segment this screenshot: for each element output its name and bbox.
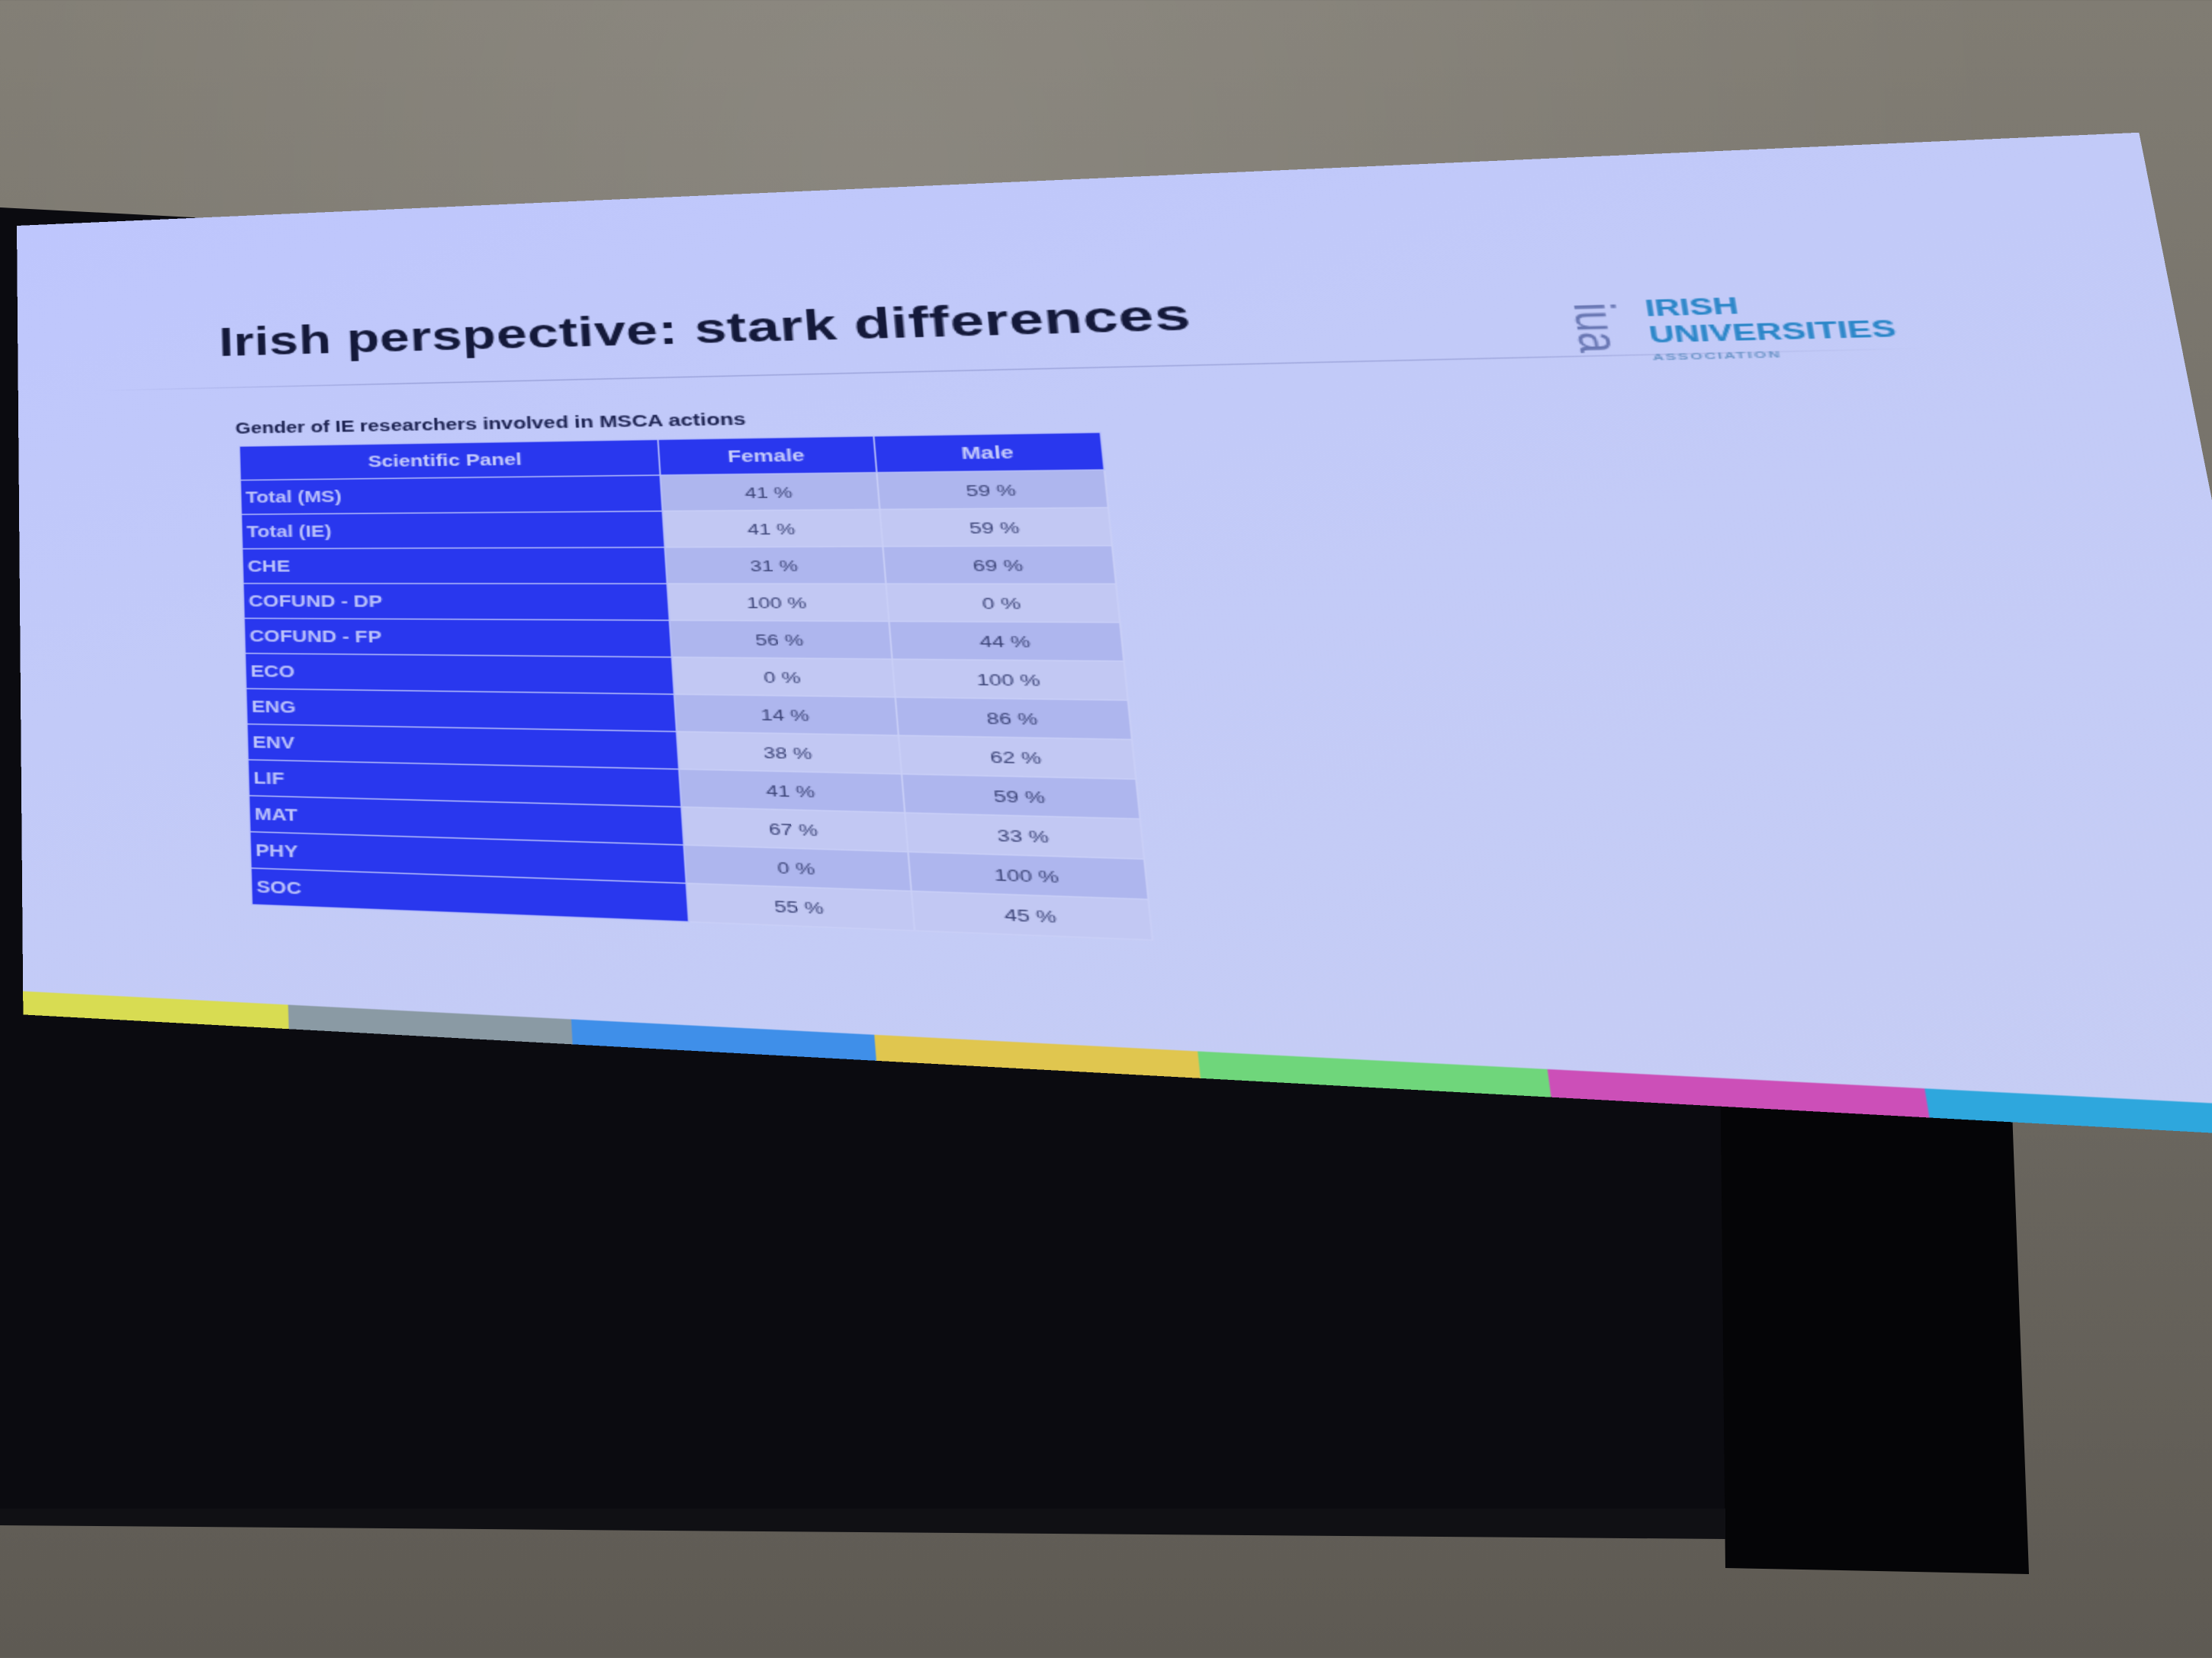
female-cell: 14 %: [674, 694, 899, 735]
male-cell: 86 %: [895, 697, 1132, 740]
female-cell: 38 %: [677, 731, 902, 774]
male-cell: 69 %: [883, 545, 1116, 583]
male-cell: 100 %: [892, 659, 1128, 700]
male-cell: 59 %: [879, 508, 1112, 547]
female-cell: 31 %: [665, 547, 886, 584]
panel-cell: Total (MS): [240, 475, 663, 514]
female-cell: 41 %: [679, 769, 905, 812]
female-cell: 0 %: [672, 657, 895, 697]
female-cell: 41 %: [661, 473, 880, 512]
iua-logo: iua IRISH UNIVERSITIES ASSOCIATION: [1551, 280, 1956, 366]
panel-cell: COFUND - DP: [243, 583, 670, 620]
male-cell: 59 %: [902, 774, 1140, 819]
presentation-slide: Irish perspective: stark differences iua…: [17, 133, 2212, 1140]
table-caption: Gender of IE researchers involved in MSC…: [235, 410, 746, 437]
gender-table: Scientific Panel Female Male Total (MS) …: [239, 432, 1153, 940]
logo-line-3: ASSOCIATION: [1652, 349, 1783, 363]
logo-line-2: UNIVERSITIES: [1648, 316, 1899, 349]
male-cell: 44 %: [889, 622, 1124, 661]
slide-title: Irish perspective: stark differences: [218, 291, 1193, 366]
panel-cell: CHE: [242, 548, 667, 584]
table-row: COFUND - DP 100 % 0 %: [243, 583, 1120, 622]
logo-mark: iua: [1553, 301, 1636, 353]
male-cell: 62 %: [899, 735, 1136, 779]
header-scientific-panel: Scientific Panel: [240, 439, 661, 480]
table-row: CHE 31 % 69 %: [242, 545, 1116, 583]
header-male: Male: [873, 432, 1104, 473]
table-row: Total (IE) 41 % 59 %: [241, 508, 1112, 549]
header-female: Female: [658, 436, 877, 475]
male-cell: 59 %: [876, 470, 1108, 509]
panel-cell: COFUND - FP: [244, 619, 672, 657]
female-cell: 41 %: [663, 509, 883, 548]
female-cell: 56 %: [670, 620, 892, 659]
female-cell: 100 %: [667, 583, 889, 621]
male-cell: 45 %: [911, 891, 1153, 940]
logo-text: IRISH UNIVERSITIES: [1644, 289, 1899, 349]
female-cell: 55 %: [686, 883, 915, 930]
panel-cell: ECO: [245, 654, 674, 695]
male-cell: 0 %: [886, 583, 1120, 622]
female-cell: 67 %: [681, 807, 908, 852]
panel-cell: Total (IE): [241, 511, 664, 548]
